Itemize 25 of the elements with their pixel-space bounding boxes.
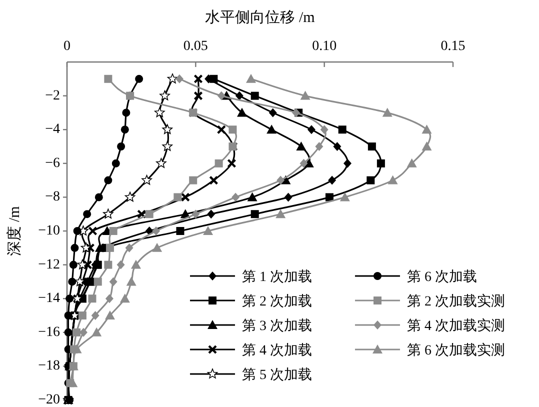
y-tick-label: −6 [45,156,60,171]
legend-label: 第 5 次加载 [242,367,312,383]
y-tick-label: −12 [38,257,60,272]
legend-label: 第 6 次加载实测 [407,342,505,358]
legend-label: 第 1 次加载 [242,269,312,285]
x-tick-label: 0.10 [312,39,337,54]
legend-label: 第 6 次加载 [407,269,477,285]
x-tick-label: 0.05 [183,39,208,54]
x-tick-label: 0 [64,39,70,54]
y-tick-label: −10 [38,224,60,238]
legend-label: 第 4 次加载实测 [407,318,505,334]
y-axis-title: 深度 /m [6,206,23,256]
legend-label: 第 2 次加载实测 [407,294,505,310]
legend-label: 第 2 次加载 [242,294,312,310]
y-tick-label: −4 [45,122,60,138]
y-tick-label: −14 [38,291,60,306]
y-tick-label: −18 [38,358,60,374]
y-tick-label: −8 [45,190,60,205]
y-tick-label: −2 [45,88,60,104]
x-axis-title: 水平侧向位移 /m [205,9,316,26]
y-tick-label: −16 [38,324,60,340]
x-tick-label: 0.15 [440,39,466,54]
y-tick-label: −20 [38,392,60,407]
legend-label: 第 4 次加载 [242,342,312,358]
legend-label: 第 3 次加载 [242,318,312,334]
